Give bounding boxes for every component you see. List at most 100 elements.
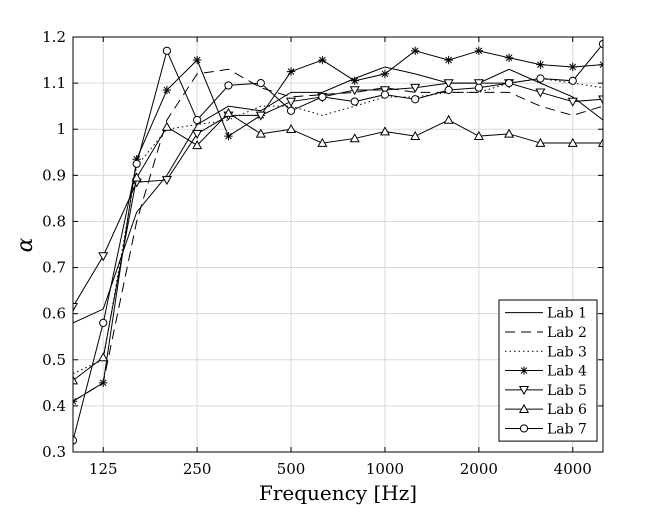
series-lab-4-point-stroke — [319, 56, 326, 64]
series-lab-7-point-shape — [474, 83, 483, 92]
series-lab-5-point — [473, 79, 484, 89]
legend-entry-lab-6-marker — [518, 403, 530, 413]
series-lab-1 — [73, 66, 603, 324]
series-lab-4-point — [474, 46, 484, 56]
legend-entry-lab-3: Lab 3 — [505, 344, 587, 360]
series-lab-6-point-shape — [349, 133, 360, 143]
series-lab-6-point-shape — [597, 137, 603, 147]
series-lab-6-point-shape — [131, 172, 142, 182]
series-lab-5-point-shape — [535, 88, 546, 98]
legend-entry-lab-6: Lab 6 — [505, 402, 587, 418]
series-lab-5-point-shape — [285, 97, 297, 107]
series-lab-4-point — [536, 60, 545, 69]
series-lab-5-point-shape — [410, 83, 421, 93]
series-lab-6-point — [223, 107, 234, 117]
series-lab-7-point — [474, 83, 483, 92]
series-lab-5-line — [73, 82, 603, 308]
y-tick-label: 0.7 — [42, 259, 66, 277]
y-tick-label: 0.9 — [42, 166, 66, 184]
series-lab-6-point-shape — [410, 130, 421, 140]
y-tick-label: 0.3 — [42, 443, 66, 461]
legend-entry-lab-5: Lab 5 — [505, 383, 587, 399]
series-lab-4-point — [568, 62, 577, 72]
series-lab-7-point — [568, 76, 577, 85]
series-lab-7-point-shape — [380, 90, 390, 99]
series-lab-4-point — [73, 397, 78, 406]
series-lab-5-point-shape — [73, 302, 79, 312]
series-lab-6-point-shape — [567, 137, 578, 147]
series-lab-7-point — [411, 95, 420, 104]
legend: Lab 1 Lab 2 Lab 3 Lab 4 Lab 5 Lab 6 Lab 7 — [498, 299, 598, 442]
series-lab-7-point — [350, 97, 359, 106]
series-lab-7-point-shape — [193, 115, 202, 125]
series-lab-4-point-stroke — [569, 63, 577, 71]
series-lab-7-point — [504, 79, 514, 88]
series-lab-5-point — [73, 302, 79, 312]
legend-entry-lab-4-marker-stroke — [520, 367, 528, 374]
series-lab-6-point — [567, 137, 578, 147]
series-lab-4-point-stroke — [445, 56, 452, 64]
series-lab-6-point — [349, 133, 360, 143]
series-lab-4-point-stroke — [475, 47, 483, 55]
series-lab-4-point — [598, 60, 603, 69]
series-lab-5-point — [410, 83, 421, 93]
series-lab-6-point-shape — [192, 140, 203, 150]
legend-entry-lab-7: Lab 7 — [505, 421, 587, 437]
series-lab-7-point-shape — [504, 79, 514, 88]
series-lab-4-point-stroke — [599, 61, 603, 66]
series-lab-7-point — [132, 159, 141, 168]
series-lab-6-point — [255, 128, 266, 138]
legend-entry-lab-6-marker-shape — [518, 403, 530, 413]
y-tick-label: 1.1 — [42, 74, 66, 92]
series-lab-6-point — [535, 137, 546, 147]
series-lab-6-line — [73, 112, 603, 381]
y-tick-label: 0.4 — [42, 397, 66, 415]
legend-entry-lab-4-label: Lab 4 — [547, 364, 587, 380]
series-lab-5-point — [98, 252, 109, 262]
series-lab-6-point — [317, 137, 328, 147]
series-lab-6-point-shape — [379, 126, 391, 136]
series-lab-7-point-shape — [286, 106, 296, 115]
series-lab-6-point-shape — [223, 107, 234, 117]
series-lab-6-point — [131, 172, 142, 182]
series-lab-4-point-stroke — [99, 379, 107, 387]
legend-entry-lab-7-marker-shape — [519, 424, 529, 433]
series-lab-3-line — [73, 77, 603, 375]
series-lab-2 — [73, 68, 603, 402]
series-lab-6-point-shape — [98, 352, 109, 362]
legend-entry-lab-5-marker — [518, 386, 530, 396]
series-lab-5-point — [192, 130, 203, 140]
y-tick-label: 0.6 — [42, 305, 66, 323]
legend-entry-lab-1: Lab 1 — [505, 306, 587, 322]
series-lab-7-point — [318, 92, 327, 102]
series-lab-6-point — [285, 123, 297, 134]
x-axis-label: Frequency [Hz] — [259, 481, 417, 505]
series-lab-5-point-shape — [349, 86, 360, 96]
series-lab-7 — [73, 39, 603, 445]
series-lab-6-point — [597, 137, 603, 147]
series-lab-5-point — [255, 111, 266, 121]
series-lab-6-point — [379, 126, 391, 136]
series-lab-7-point — [286, 106, 296, 115]
legend-entry-lab-1-label: Lab 1 — [547, 306, 587, 322]
legend-entry-lab-3-label: Lab 3 — [547, 344, 587, 360]
legend-entry-lab-4: Lab 4 — [505, 364, 587, 380]
series-lab-4-point — [286, 67, 296, 76]
series-lab-4-point — [99, 378, 108, 388]
series-lab-6-point-shape — [443, 114, 454, 124]
series-lab-6-point-shape — [285, 123, 297, 134]
series-lab-7-point — [380, 90, 390, 99]
y-tick-label: 1.2 — [42, 28, 66, 46]
x-tick-label: 2000 — [460, 460, 498, 478]
series-lab-6-point — [504, 128, 515, 138]
series-lab-2-line — [73, 68, 603, 402]
series-lab-5-point — [535, 88, 546, 98]
legend-entry-lab-5-marker-shape — [518, 386, 530, 396]
legend-entry-lab-7-label: Lab 7 — [547, 421, 587, 437]
series-lab-7-point-shape — [444, 85, 453, 95]
series-lab-7-point-shape — [568, 76, 577, 85]
series-lab-6-point-shape — [473, 130, 484, 140]
series-lab-7-point — [598, 39, 603, 49]
series-lab-7-point — [162, 46, 172, 55]
